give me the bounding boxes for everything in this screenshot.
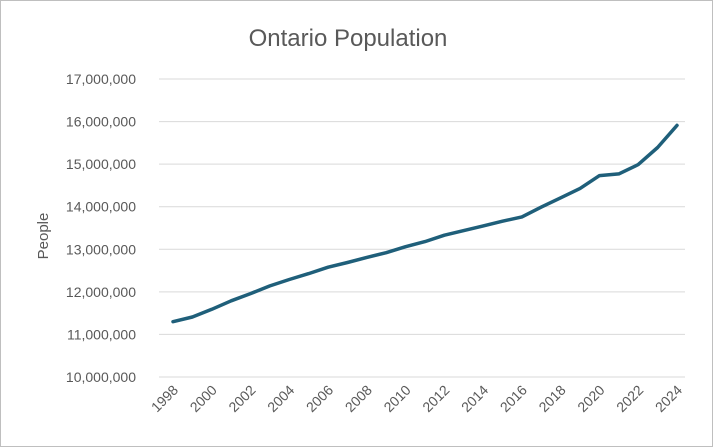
- x-tick-label: 2004: [264, 382, 297, 415]
- x-tick-label: 1998: [148, 382, 181, 415]
- x-tick-label: 2010: [380, 382, 413, 415]
- x-tick-label: 2012: [419, 382, 452, 415]
- y-tick-label: 14,000,000: [66, 199, 136, 215]
- x-tick-label: 2006: [303, 382, 336, 415]
- x-tick-label: 2016: [497, 382, 530, 415]
- y-tick-label: 15,000,000: [66, 156, 136, 172]
- y-tick-label: 16,000,000: [66, 114, 136, 130]
- y-tick-label: 13,000,000: [66, 241, 136, 257]
- series-group: [171, 123, 679, 324]
- x-tick-label: 2024: [652, 382, 685, 415]
- x-tick-labels: 1998 2000 2002 2004 2006 2008 2010 2012 2014 2016…: [148, 382, 685, 415]
- y-tick-labels: 10,000,000 11,000,000 12,000,000 13,000,000…: [66, 71, 136, 385]
- gridlines: [159, 78, 685, 378]
- x-tick-label: 2018: [535, 382, 568, 415]
- x-tick-label: 2020: [574, 382, 607, 415]
- series-line: [171, 123, 679, 324]
- y-axis-label: People: [35, 213, 52, 260]
- y-tick-label: 12,000,000: [66, 284, 136, 300]
- x-tick-label: 2022: [613, 382, 646, 415]
- chart-title: Ontario Population: [249, 25, 448, 52]
- y-tick-label: 10,000,000: [66, 369, 136, 385]
- x-tick-label: 2014: [458, 382, 491, 415]
- x-tick-label: 2002: [225, 382, 258, 415]
- x-tick-label: 2000: [187, 382, 220, 415]
- y-tick-label: 17,000,000: [66, 71, 136, 87]
- y-tick-label: 11,000,000: [67, 326, 136, 342]
- x-tick-label: 2008: [342, 382, 375, 415]
